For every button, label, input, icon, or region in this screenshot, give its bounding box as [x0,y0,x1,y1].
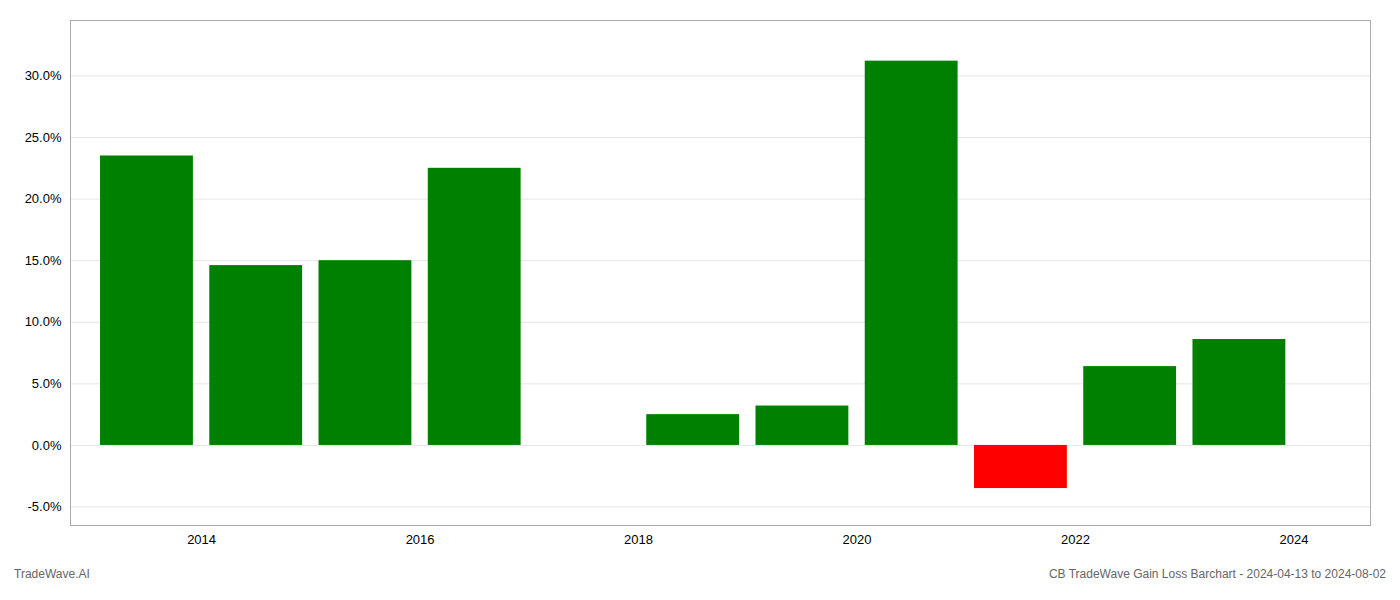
svg-text:-5.0%: -5.0% [28,499,62,514]
svg-text:2024: 2024 [1280,532,1309,547]
html-text:TradeWave.AI: TradeWave.AI [14,567,90,581]
svg-text:2020: 2020 [843,532,872,547]
svg-text:20.0%: 20.0% [25,191,62,206]
html-text:CB TradeWave Gain Loss Barchar: CB TradeWave Gain Loss Barchart - 2024-0… [1048,567,1386,581]
svg-text:5.0%: 5.0% [32,376,62,391]
svg-text:10.0%: 10.0% [25,314,62,329]
svg-text:15.0%: 15.0% [25,253,62,268]
svg-text:2022: 2022 [1061,532,1090,547]
svg-text:25.0%: 25.0% [25,130,62,145]
svg-text:30.0%: 30.0% [25,68,62,83]
svg-text:2014: 2014 [187,532,216,547]
svg-text:0.0%: 0.0% [32,438,62,453]
svg-text:2018: 2018 [624,532,653,547]
svg-text:2016: 2016 [406,532,435,547]
